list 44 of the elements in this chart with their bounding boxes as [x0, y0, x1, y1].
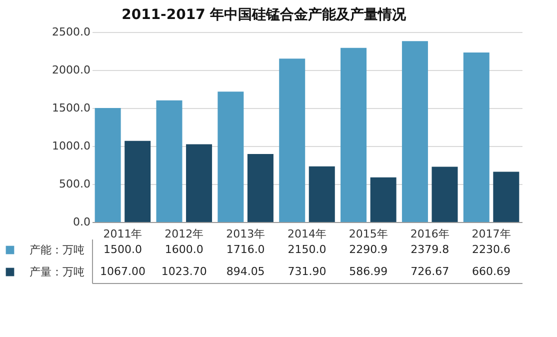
legend-label: 产能：万吨: [30, 244, 84, 256]
data-label: 2379.8: [410, 243, 450, 256]
x-tick-label: 2011年: [103, 228, 142, 240]
bar: [279, 58, 306, 222]
data-label: 731.90: [288, 265, 326, 278]
data-label: 660.69: [472, 265, 511, 278]
data-label: 726.67: [410, 265, 450, 278]
bar: [432, 166, 458, 222]
y-tick-label: 500.0: [59, 178, 90, 190]
bar: [402, 41, 428, 222]
data-label: 1600.0: [164, 243, 204, 256]
data-label: 2150.0: [288, 243, 326, 256]
x-tick-label: 2012年: [164, 228, 204, 240]
bar: [124, 140, 151, 222]
bar: [247, 154, 274, 222]
bar: [156, 100, 182, 222]
bar: [340, 48, 367, 222]
data-label: 586.99: [349, 265, 388, 278]
data-label: 894.05: [226, 265, 265, 278]
data-label: 1023.70: [161, 265, 207, 278]
data-label: 2290.9: [349, 243, 388, 256]
legend-label: 产量：万吨: [30, 266, 84, 278]
bar: [370, 177, 396, 222]
data-label: 2230.6: [472, 243, 511, 256]
chart-title: 2011-2017 年中国硅锰合金产能及产量情况: [122, 6, 408, 23]
bar: [493, 172, 520, 222]
bar: [218, 92, 244, 222]
y-tick-label: 0.0: [73, 216, 90, 228]
data-label: 1500.0: [103, 243, 142, 256]
x-tick-label: 2016年: [410, 228, 450, 240]
bar: [308, 166, 335, 222]
y-tick-label: 2500.0: [52, 26, 90, 38]
data-label: 1716.0: [226, 243, 265, 256]
data-label: 1067.00: [100, 265, 146, 278]
bar: [94, 108, 121, 222]
x-tick-label: 2015年: [348, 228, 388, 240]
x-tick-label: 2017年: [472, 228, 511, 240]
bar: [463, 52, 490, 222]
x-tick-label: 2014年: [288, 228, 326, 240]
y-tick-label: 1500.0: [52, 102, 90, 114]
y-tick-label: 1000.0: [52, 140, 90, 152]
bar: [186, 144, 212, 222]
x-tick-label: 2013年: [226, 228, 266, 240]
y-tick-label: 2000.0: [52, 64, 90, 76]
